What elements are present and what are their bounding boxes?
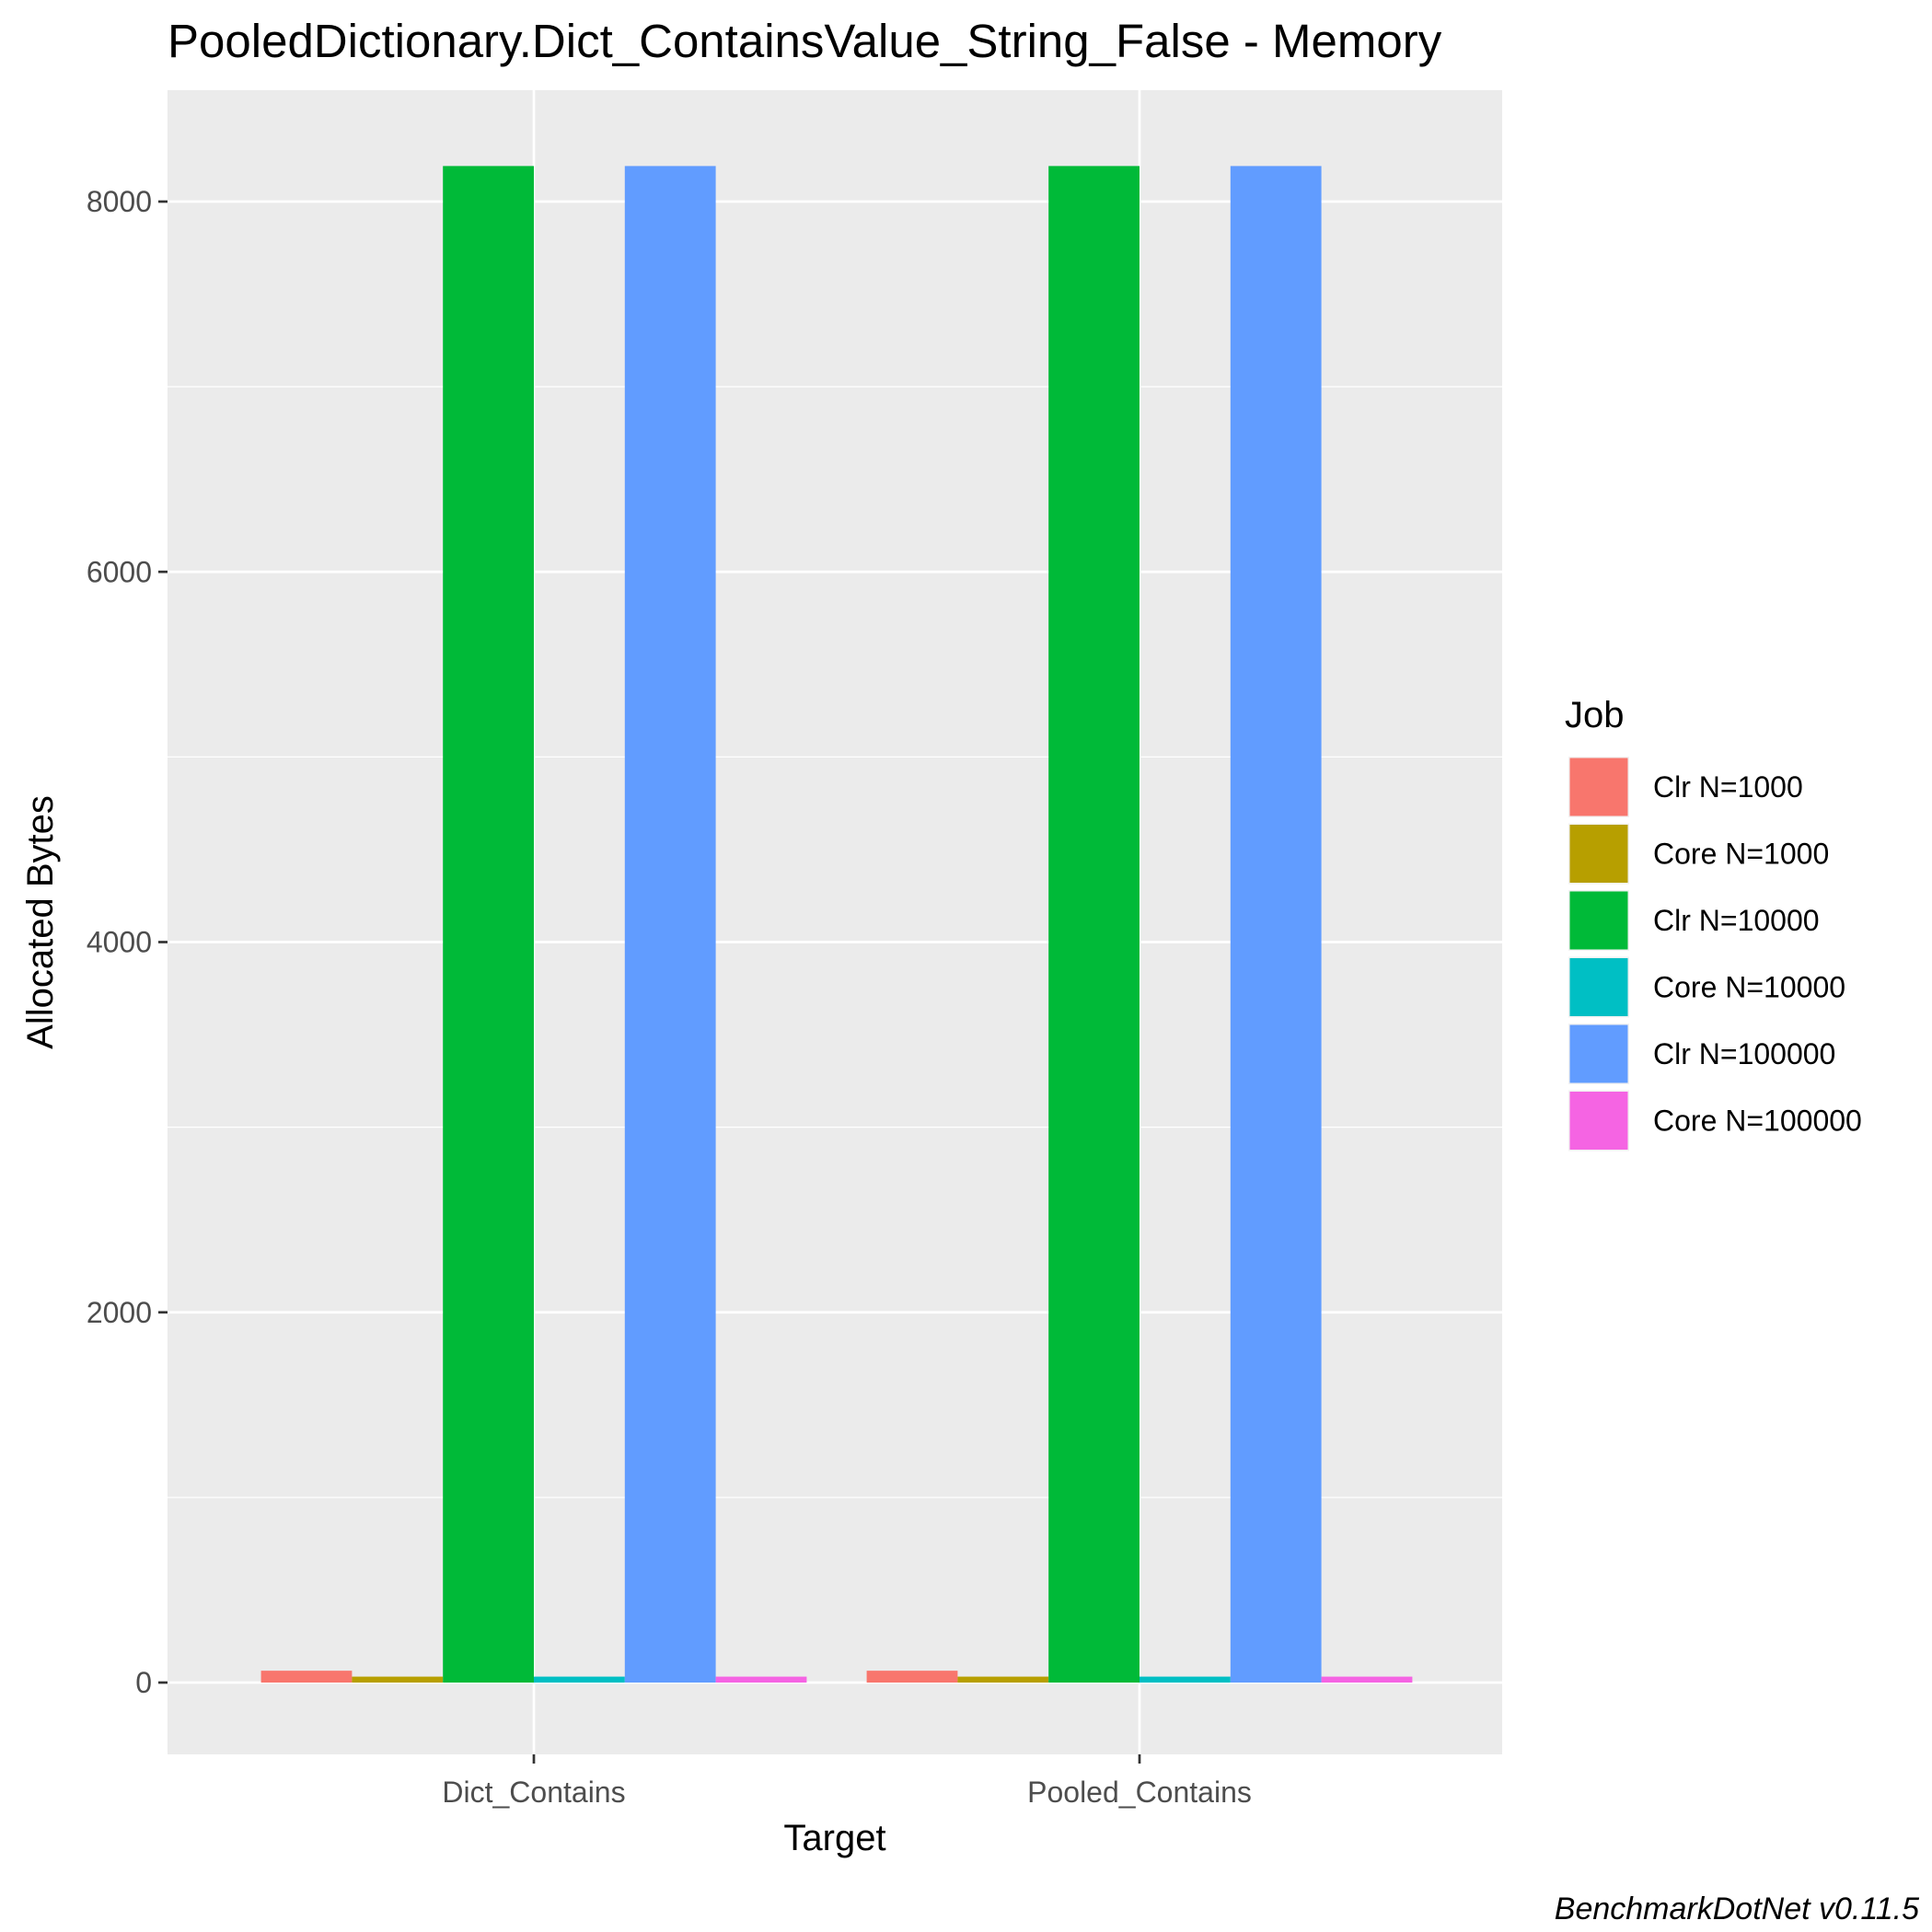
caption: BenchmarkDotNet v0.11.5 bbox=[1555, 1892, 1919, 1926]
y-tick-label: 8000 bbox=[87, 185, 152, 218]
legend-label: Clr N=1000 bbox=[1653, 770, 1803, 804]
legend: Job Clr N=1000 Core N=1000 Clr N=10000 Core… bbox=[1565, 695, 1862, 1151]
bar bbox=[1140, 1676, 1231, 1683]
legend-swatch bbox=[1569, 758, 1628, 816]
x-tick-label: Pooled_Contains bbox=[1027, 1776, 1252, 1809]
legend-label: Core N=1000 bbox=[1653, 838, 1829, 871]
legend-label: Clr N=10000 bbox=[1653, 904, 1820, 937]
y-axis: 0 2000 4000 6000 8000 bbox=[87, 185, 168, 1699]
legend-swatch bbox=[1569, 958, 1628, 1016]
bar bbox=[1230, 166, 1322, 1683]
y-tick-label: 6000 bbox=[87, 555, 152, 588]
legend-swatch bbox=[1569, 891, 1628, 950]
bar bbox=[534, 1676, 625, 1683]
bar bbox=[1321, 1676, 1413, 1683]
legend-label: Core N=10000 bbox=[1653, 971, 1845, 1004]
bars bbox=[260, 166, 1413, 1683]
legend-swatch bbox=[1569, 1024, 1628, 1083]
chart-title: PooledDictionary.Dict_ContainsValue_Stri… bbox=[168, 15, 1442, 67]
x-axis-title: Target bbox=[783, 1818, 885, 1858]
y-axis-title: Allocated Bytes bbox=[20, 795, 61, 1049]
bar bbox=[443, 166, 534, 1683]
bar bbox=[957, 1676, 1049, 1683]
legend-swatch bbox=[1569, 825, 1628, 883]
bar bbox=[1048, 166, 1140, 1683]
y-tick-label: 4000 bbox=[87, 926, 152, 959]
y-tick-label: 2000 bbox=[87, 1296, 152, 1329]
y-tick-label: 0 bbox=[135, 1666, 152, 1699]
legend-swatch bbox=[1569, 1092, 1628, 1150]
legend-label: Core N=100000 bbox=[1653, 1105, 1862, 1138]
legend-label: Clr N=100000 bbox=[1653, 1037, 1835, 1070]
bar bbox=[260, 1671, 353, 1683]
bar bbox=[715, 1676, 807, 1683]
legend-title: Job bbox=[1565, 695, 1625, 735]
x-tick-label: Dict_Contains bbox=[442, 1776, 625, 1809]
bar bbox=[352, 1676, 444, 1683]
x-axis: Dict_Contains Pooled_Contains bbox=[442, 1754, 1252, 1809]
bar bbox=[866, 1671, 958, 1683]
bar bbox=[624, 166, 716, 1683]
